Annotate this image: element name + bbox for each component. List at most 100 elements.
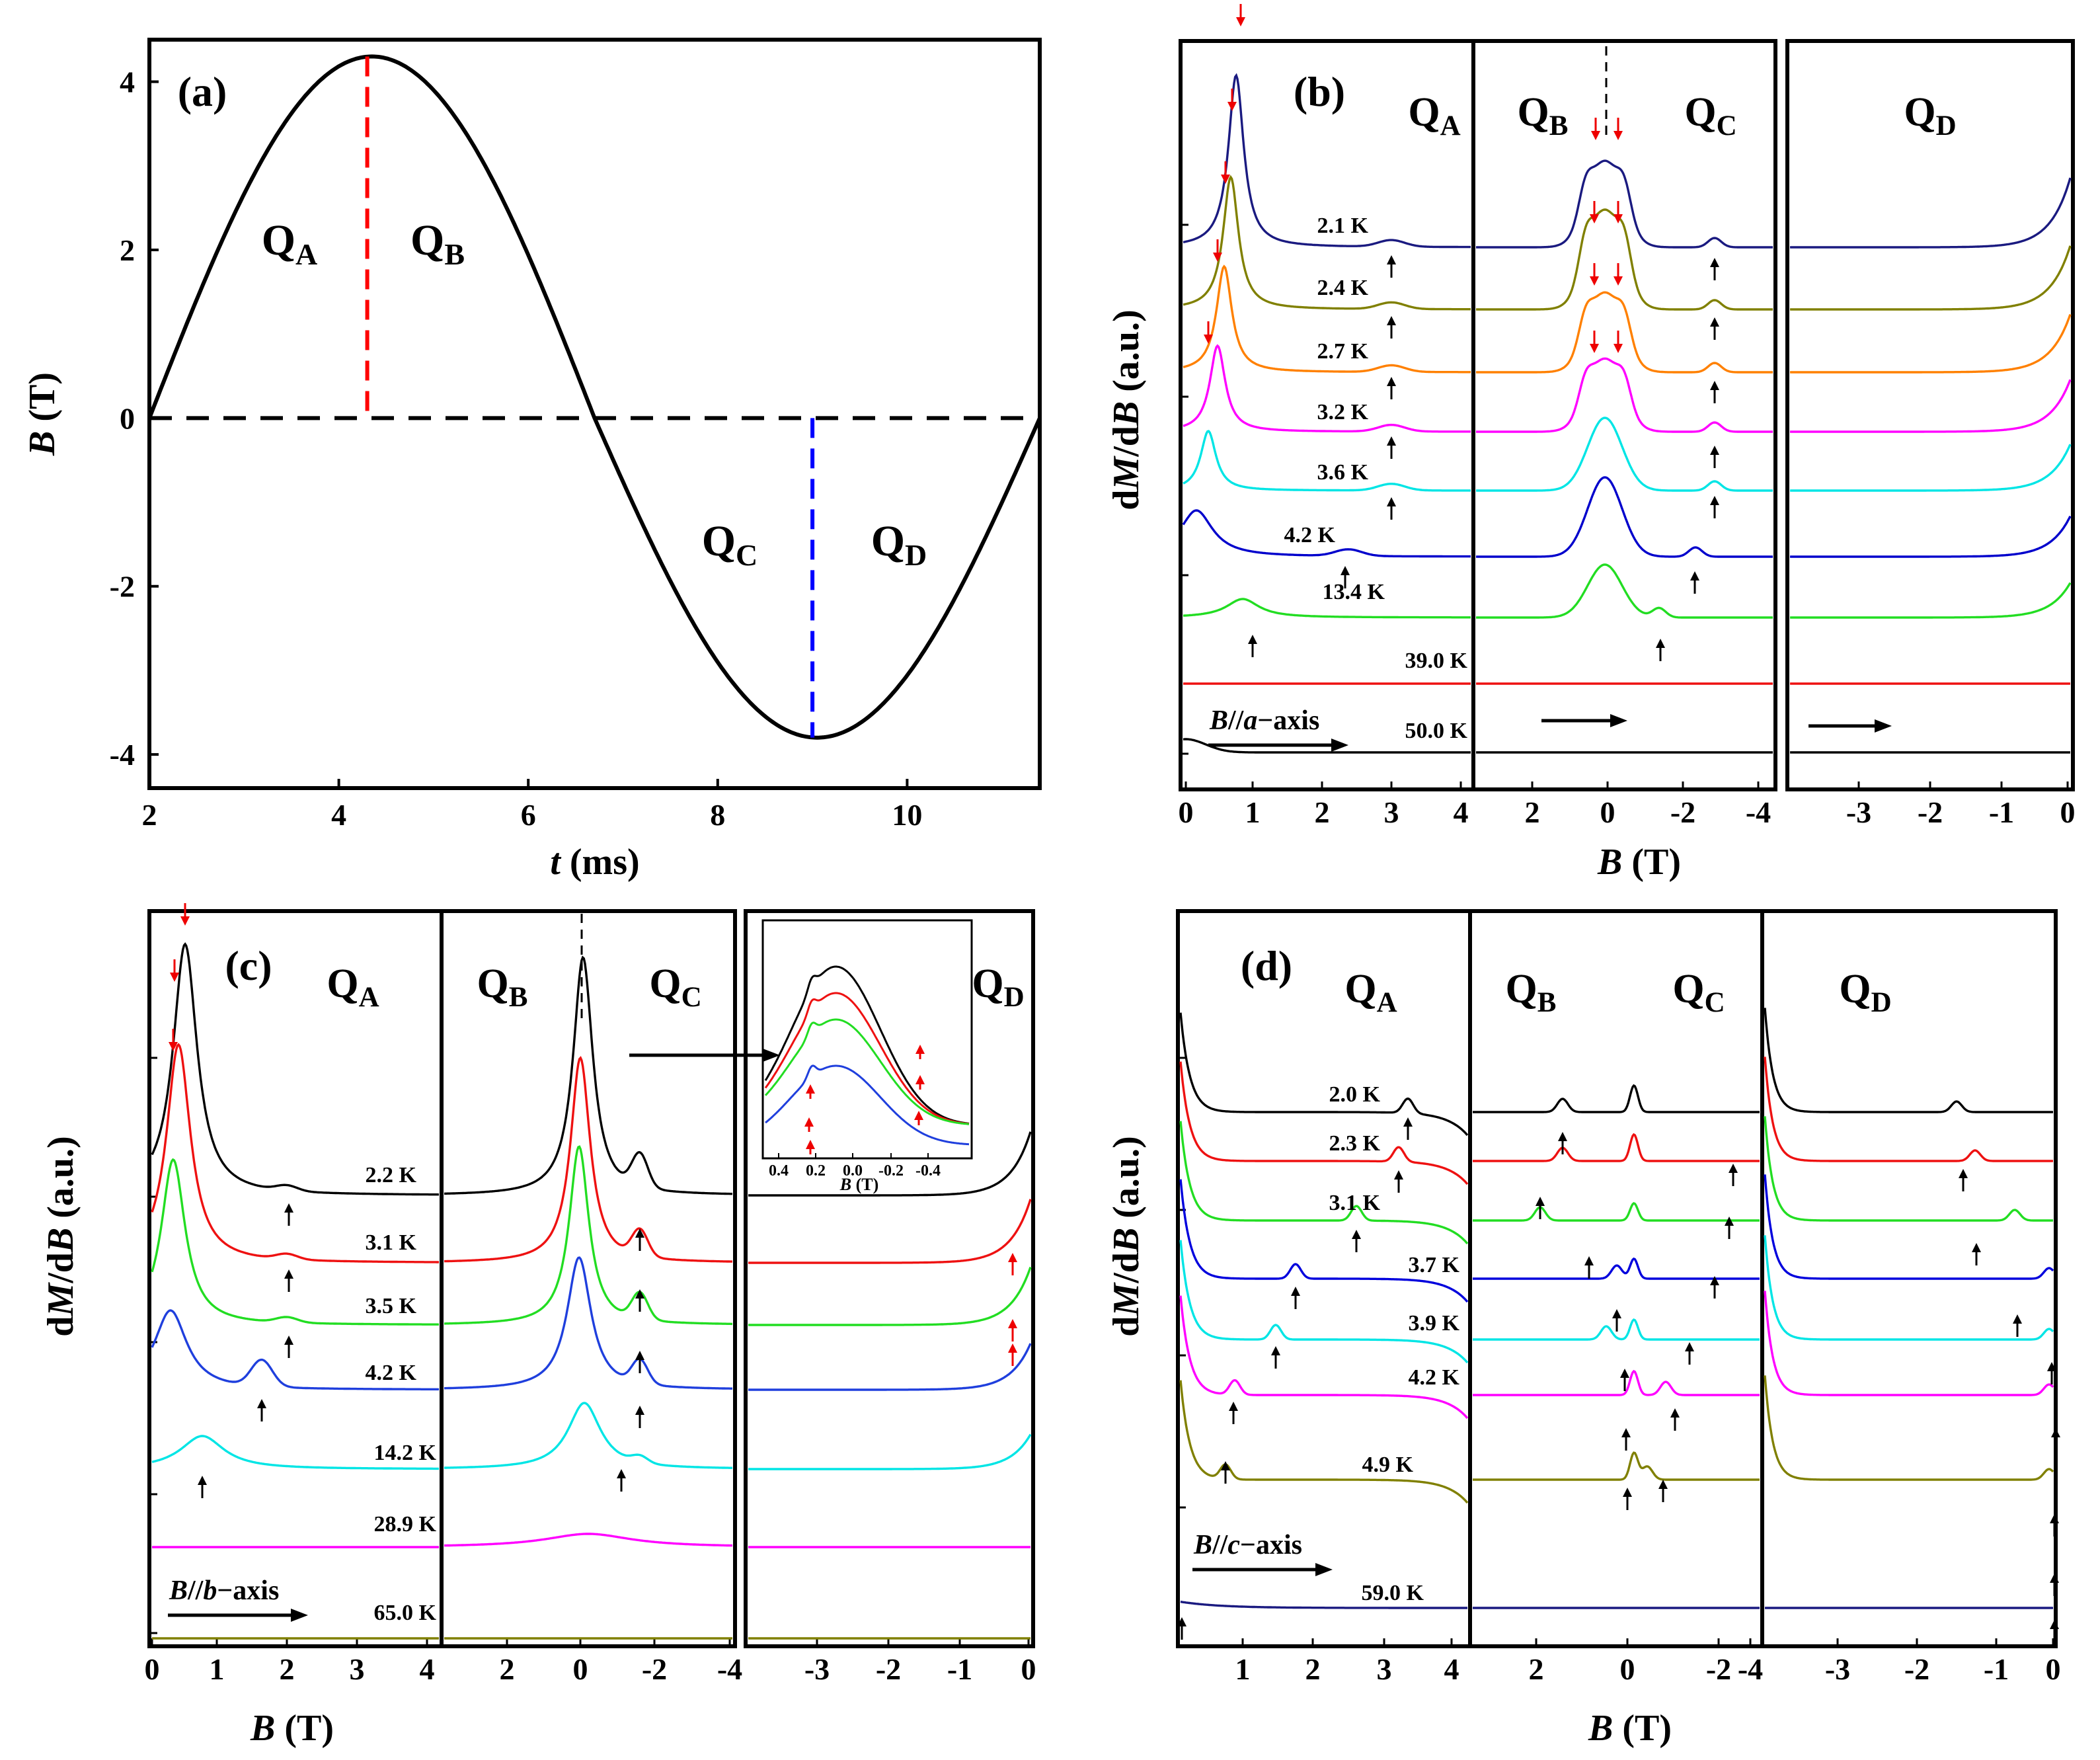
arrow-head xyxy=(1291,1287,1300,1296)
x-tick-label: 2 xyxy=(1525,795,1540,829)
field-pulse-curve xyxy=(147,54,1042,740)
arrow-head xyxy=(1959,1169,1968,1178)
arrow-marker xyxy=(1729,1164,1738,1186)
quadrant-label: QA xyxy=(327,961,379,1013)
arrow-marker xyxy=(1710,381,1719,403)
arrow-marker xyxy=(1008,1253,1017,1275)
x-tick-label: 2 xyxy=(142,798,157,832)
x-tick-label: 0 xyxy=(573,1652,588,1686)
arrow-marker xyxy=(257,1399,266,1421)
arrow-head xyxy=(1690,571,1699,580)
series-line xyxy=(1764,1235,2054,1341)
x-tick-label: 8 xyxy=(710,798,725,832)
arrow-head xyxy=(1610,714,1627,727)
arrow-marker xyxy=(1590,201,1599,223)
arrow-marker xyxy=(2050,1514,2059,1537)
arrow-marker xyxy=(1591,118,1600,140)
quadrant-label: QC xyxy=(1672,967,1725,1018)
series-line xyxy=(1790,313,2072,374)
arrow-head xyxy=(180,916,190,926)
x-tick-label: -2 xyxy=(1706,1652,1731,1686)
series-label: 2.4 K xyxy=(1317,276,1369,300)
x-tick-label: 4 xyxy=(331,798,346,832)
field-direction-label: B//b−axis xyxy=(169,1576,279,1606)
series-label: 4.2 K xyxy=(1409,1365,1460,1390)
series-line xyxy=(1790,444,2072,492)
panel-c: 0 1 2 3 4 2 0 -2 -4 -3 -2 -1 0 2.2 K 3.1 K 3.5 K 4.2 K 14… xyxy=(40,903,1036,1749)
x-tick-label: 2 xyxy=(1305,1652,1321,1686)
series-line xyxy=(1473,1084,1760,1113)
series-label: 4.2 K xyxy=(1284,523,1336,547)
arrow-marker xyxy=(1590,331,1599,353)
arrow-marker xyxy=(284,1203,293,1226)
arrow-head xyxy=(1177,1617,1186,1626)
arrow-marker xyxy=(2013,1314,2022,1337)
arrow-head xyxy=(635,1406,644,1415)
arrow-marker xyxy=(1658,1480,1668,1502)
arrow-head xyxy=(1620,1369,1629,1378)
arrow-head xyxy=(1584,1256,1594,1265)
series-line xyxy=(748,1199,1032,1264)
series-line xyxy=(1476,563,1773,619)
arrow-marker xyxy=(1204,321,1213,344)
series-line xyxy=(1179,1380,1469,1504)
arrow-head xyxy=(1387,436,1396,446)
arrow-head xyxy=(635,1351,644,1360)
series-label: 14.2 K xyxy=(374,1441,437,1465)
arrow-marker xyxy=(1710,258,1719,280)
arrow-marker xyxy=(284,1269,293,1292)
inset-tick-label: -0.4 xyxy=(915,1162,941,1180)
series-line xyxy=(1764,1057,2053,1162)
arrow-head xyxy=(1621,1428,1631,1437)
series-line xyxy=(1473,1133,1760,1162)
x-tick-label: 6 xyxy=(521,798,536,832)
inset-series-line xyxy=(764,992,970,1125)
series-line xyxy=(1764,1375,2054,1481)
arrow-head xyxy=(2050,1574,2059,1583)
arrow-head xyxy=(1590,276,1599,286)
arrow-head xyxy=(1387,497,1396,506)
series-line xyxy=(1476,476,1773,558)
arrow-head xyxy=(1271,1346,1280,1355)
x-tick-label: 4 xyxy=(1444,1652,1459,1686)
series-line xyxy=(444,955,732,1195)
inset-series-line xyxy=(764,1018,969,1125)
x-axis-label: B (T) xyxy=(1588,1708,1672,1749)
quadrant-label-qc: QC xyxy=(702,517,758,572)
arrow-head xyxy=(1008,1319,1017,1328)
arrow-head xyxy=(284,1336,293,1345)
arrow-marker xyxy=(1387,316,1396,339)
series-line xyxy=(1473,1257,1760,1280)
arrow-head xyxy=(1221,1461,1230,1470)
arrow-marker xyxy=(635,1406,644,1428)
arrow-head xyxy=(1331,739,1348,752)
arrow-head xyxy=(1403,1117,1413,1127)
x-tick-label: -2 xyxy=(642,1652,667,1686)
x-axis-label: B (T) xyxy=(1597,842,1681,883)
series-line xyxy=(1183,598,1471,619)
quadrant-label: QD xyxy=(972,961,1024,1013)
arrow-marker xyxy=(1387,497,1396,520)
y-tick-label: 0 xyxy=(120,401,135,435)
x-tick-label: 4 xyxy=(420,1652,435,1686)
arrow-marker xyxy=(1221,1461,1230,1484)
x-tick-label: -4 xyxy=(717,1652,742,1686)
series-label: 39.0 K xyxy=(1405,649,1468,673)
arrow-head xyxy=(806,1140,815,1149)
arrow-marker xyxy=(1394,1170,1403,1193)
arrow-marker xyxy=(617,1469,626,1492)
series-line xyxy=(1764,1008,2053,1113)
series-label: 3.6 K xyxy=(1317,460,1369,485)
arrow-marker xyxy=(1008,1343,1017,1366)
arrow-head xyxy=(1875,719,1892,733)
arrow-head xyxy=(2047,1362,2056,1371)
arrow-marker xyxy=(1387,436,1396,459)
inset-c: 0.4 0.2 0.0 -0.2 -0.4 B (T) xyxy=(629,919,973,1194)
arrow-marker xyxy=(1536,1197,1545,1219)
arrow-head xyxy=(1710,496,1719,505)
x-tick-label: 4 xyxy=(1454,795,1469,829)
series-line xyxy=(1473,1369,1760,1396)
x-tick-label: -3 xyxy=(804,1652,830,1686)
arrow-head xyxy=(1204,335,1213,344)
field-arrow xyxy=(168,1609,308,1622)
